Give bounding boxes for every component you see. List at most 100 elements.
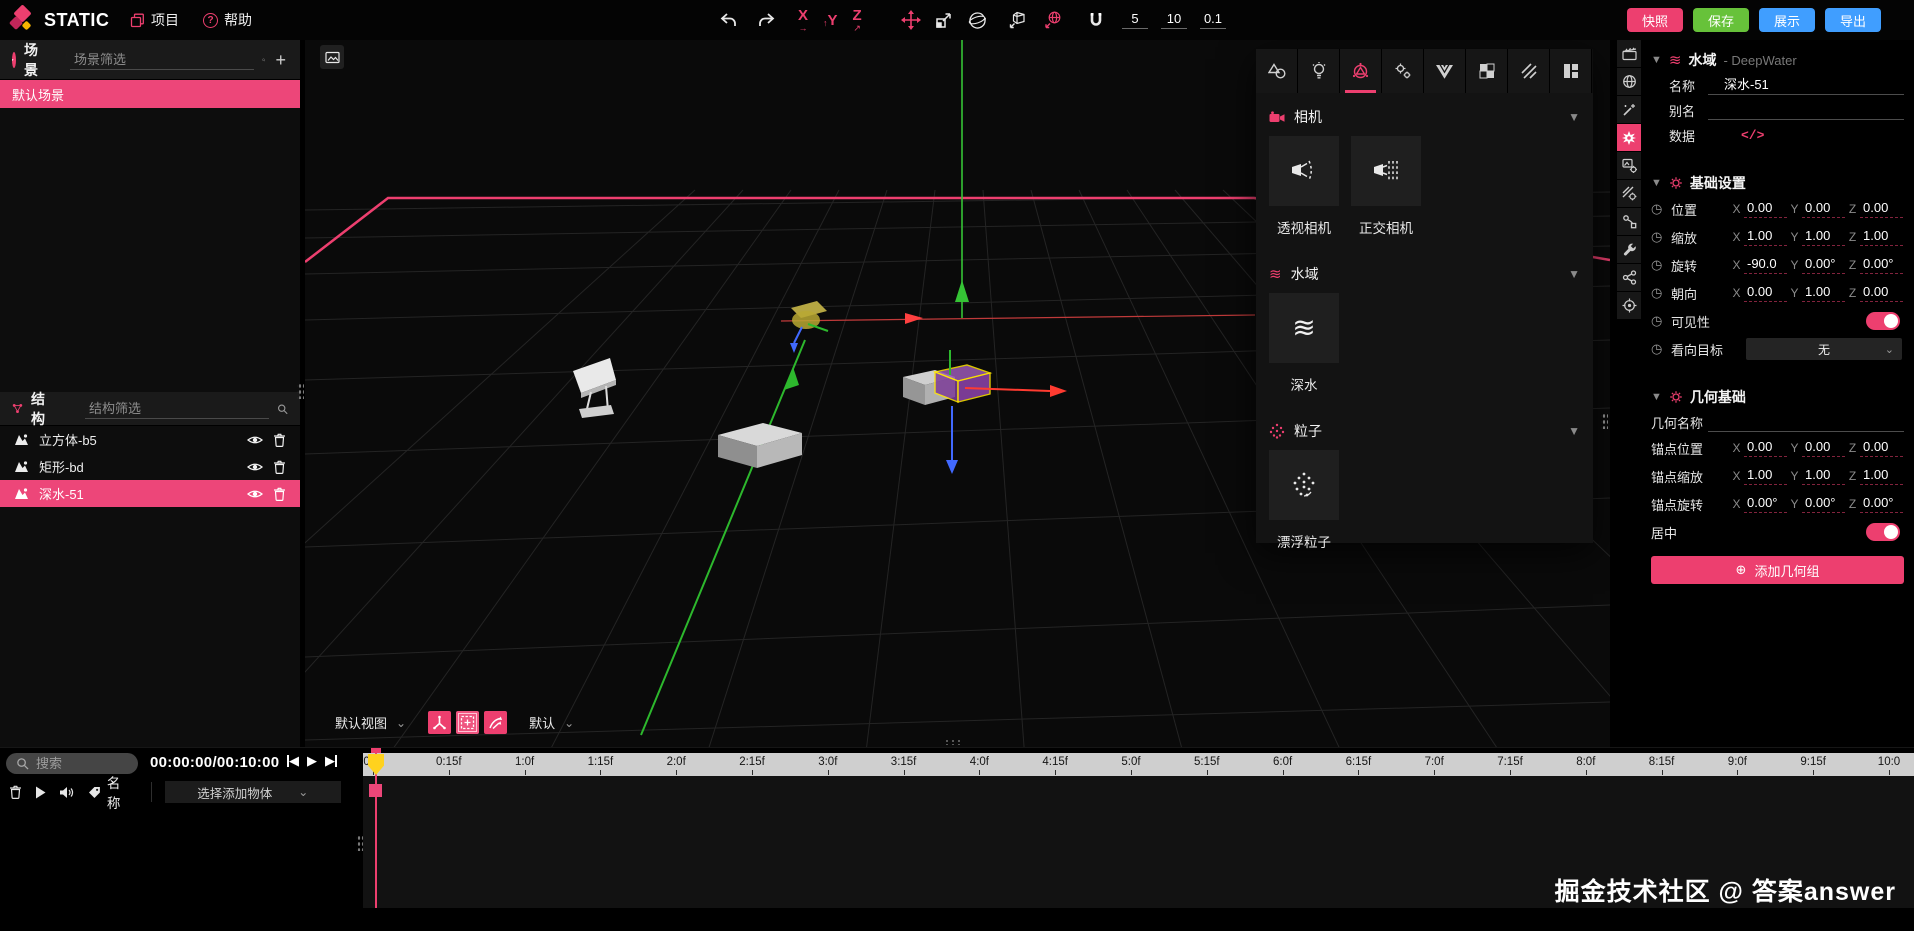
strip-global-target-button[interactable]: [1617, 292, 1641, 319]
axis-z-toggle[interactable]: Z ↗: [852, 6, 862, 33]
snap-rotate-input[interactable]: 10: [1161, 11, 1187, 29]
track-play-button[interactable]: [35, 786, 46, 799]
snap-scale-input[interactable]: 0.1: [1200, 11, 1226, 29]
tab-vue[interactable]: [1424, 49, 1466, 93]
axis-x-toggle[interactable]: X →: [798, 6, 809, 33]
present-button[interactable]: 展示: [1759, 8, 1816, 32]
strip-environment-button[interactable]: [1617, 68, 1641, 95]
strip-magic-button[interactable]: [1617, 96, 1641, 123]
tab-materials[interactable]: [1466, 49, 1508, 93]
center-toggle[interactable]: [1866, 523, 1900, 541]
strip-render-button[interactable]: [1617, 152, 1641, 179]
scale-z-input[interactable]: 1.00: [1860, 228, 1903, 246]
timeline-search-input[interactable]: [36, 756, 116, 771]
strip-animation-button[interactable]: [1617, 40, 1641, 67]
axis-y-arrow[interactable]: [955, 280, 969, 302]
structure-filter-input[interactable]: [85, 398, 269, 419]
path-arrow-green[interactable]: [784, 367, 799, 390]
tab-cameras[interactable]: [1340, 49, 1382, 93]
strip-link-button[interactable]: [1617, 208, 1641, 235]
playhead-pin[interactable]: [368, 754, 384, 775]
keyframe-clock-icon[interactable]: ◷: [1651, 201, 1663, 216]
chevron-down-icon[interactable]: ▼: [1568, 424, 1580, 438]
strip-settings-button[interactable]: [1617, 236, 1641, 263]
axis-x-arrow[interactable]: [905, 313, 923, 324]
anchor-position-y-input[interactable]: 0.00: [1802, 439, 1845, 457]
tile-perspective-camera[interactable]: 透视相机: [1269, 136, 1339, 237]
drag-world-button[interactable]: [1040, 7, 1066, 33]
timeline-resize-handle[interactable]: [356, 834, 363, 851]
strip-share-button[interactable]: [1617, 264, 1641, 291]
delete-button[interactable]: [273, 433, 286, 447]
grid-helper-toggle[interactable]: [456, 711, 480, 734]
mute-button[interactable]: [59, 786, 75, 799]
rotate-tool-button[interactable]: [964, 7, 990, 33]
gizmo-x-arrow[interactable]: [1050, 385, 1067, 397]
code-editor-icon[interactable]: </>: [1741, 127, 1765, 143]
export-button[interactable]: 导出: [1825, 8, 1882, 32]
collapse-chevron-icon[interactable]: ▼: [1651, 177, 1662, 189]
rotation-x-input[interactable]: -90.0: [1744, 256, 1787, 274]
search-icon[interactable]: [277, 402, 288, 416]
gray-box-object[interactable]: [718, 423, 802, 468]
add-object-select[interactable]: 选择添加物体 ⌄: [164, 781, 341, 803]
rotation-y-input[interactable]: 0.00°: [1802, 256, 1845, 274]
redo-button[interactable]: [753, 7, 779, 33]
collapse-chevron-icon[interactable]: ▼: [1651, 391, 1662, 403]
keyframe-clock-icon[interactable]: ◷: [1651, 341, 1663, 356]
add-geometry-group-button[interactable]: ⊕ 添加几何组: [1651, 556, 1904, 584]
snap-magnet-button[interactable]: [1083, 7, 1109, 33]
delete-button[interactable]: [273, 460, 286, 474]
keyframe-clock-icon[interactable]: ◷: [1651, 229, 1663, 244]
axis-helper-toggle[interactable]: [428, 711, 452, 734]
snap-move-input[interactable]: 5: [1122, 11, 1148, 29]
orientation-z-input[interactable]: 0.00: [1860, 284, 1903, 302]
timeline-search[interactable]: [6, 753, 138, 774]
selected-object[interactable]: [932, 364, 993, 404]
geometry-name-field[interactable]: [1708, 412, 1904, 432]
strip-material-button[interactable]: [1617, 180, 1641, 207]
rotation-z-input[interactable]: 0.00°: [1860, 256, 1903, 274]
structure-item-deepwater[interactable]: 深水-51: [0, 480, 300, 507]
anchor-scale-y-input[interactable]: 1.00: [1802, 467, 1845, 485]
right-resize-handle[interactable]: [1601, 412, 1608, 429]
structure-item-cube[interactable]: 立方体-b5: [0, 426, 300, 453]
move-mode-toggle[interactable]: [484, 711, 508, 734]
chevron-down-icon[interactable]: ▼: [1568, 110, 1580, 124]
keyframe-clock-icon[interactable]: ◷: [1651, 257, 1663, 272]
collapse-chevron-icon[interactable]: ▼: [1651, 54, 1662, 66]
viewport-3d[interactable]: 相机 ▼ 透视相机 正交相机 ≋ 水域 ▼ ≋ 深水 粒子: [305, 40, 1610, 747]
anchor-rotation-y-input[interactable]: 0.00°: [1802, 495, 1845, 513]
timeline-ruler[interactable]: 0:0f0:15f1:0f1:15f2:0f2:15f3:0f3:15f4:0f…: [363, 753, 1914, 776]
keyframe-clock-icon[interactable]: ◷: [1651, 285, 1663, 300]
next-frame-button[interactable]: ▶: [325, 753, 337, 769]
bottom-resize-handle[interactable]: [943, 738, 960, 745]
anchor-position-z-input[interactable]: 0.00: [1860, 439, 1903, 457]
tile-deepwater[interactable]: ≋ 深水: [1269, 293, 1339, 394]
tile-orthographic-camera[interactable]: 正交相机: [1351, 136, 1421, 237]
playhead-line[interactable]: [375, 753, 377, 908]
scale-y-input[interactable]: 1.00: [1802, 228, 1845, 246]
keyframe-marker[interactable]: [369, 784, 382, 797]
anchor-scale-x-input[interactable]: 1.00: [1744, 467, 1787, 485]
tab-layouts[interactable]: [1550, 49, 1592, 93]
delete-track-button[interactable]: [9, 785, 22, 799]
tile-floating-particles[interactable]: 漂浮粒子: [1269, 450, 1339, 551]
panel-resize-handle[interactable]: [297, 382, 304, 399]
drag-object-button[interactable]: [1005, 7, 1031, 33]
move-tool-button[interactable]: [898, 7, 924, 33]
name-field[interactable]: [1708, 75, 1904, 95]
prev-frame-button[interactable]: ◀: [287, 753, 299, 769]
orientation-x-input[interactable]: 0.00: [1744, 284, 1787, 302]
look-target-select[interactable]: 无 ⌄: [1746, 338, 1902, 360]
anchor-rotation-z-input[interactable]: 0.00°: [1860, 495, 1903, 513]
gizmo-z-arrow[interactable]: [946, 460, 958, 474]
delete-button[interactable]: [273, 487, 286, 501]
menu-project[interactable]: 项目: [130, 10, 179, 30]
anchor-position-x-input[interactable]: 0.00: [1744, 439, 1787, 457]
gizmo-select[interactable]: 默认 ⌄: [529, 713, 574, 732]
alias-field[interactable]: [1708, 100, 1904, 120]
add-scene-button[interactable]: +: [275, 49, 286, 70]
position-z-input[interactable]: 0.00: [1860, 200, 1903, 218]
search-icon[interactable]: [262, 53, 266, 67]
